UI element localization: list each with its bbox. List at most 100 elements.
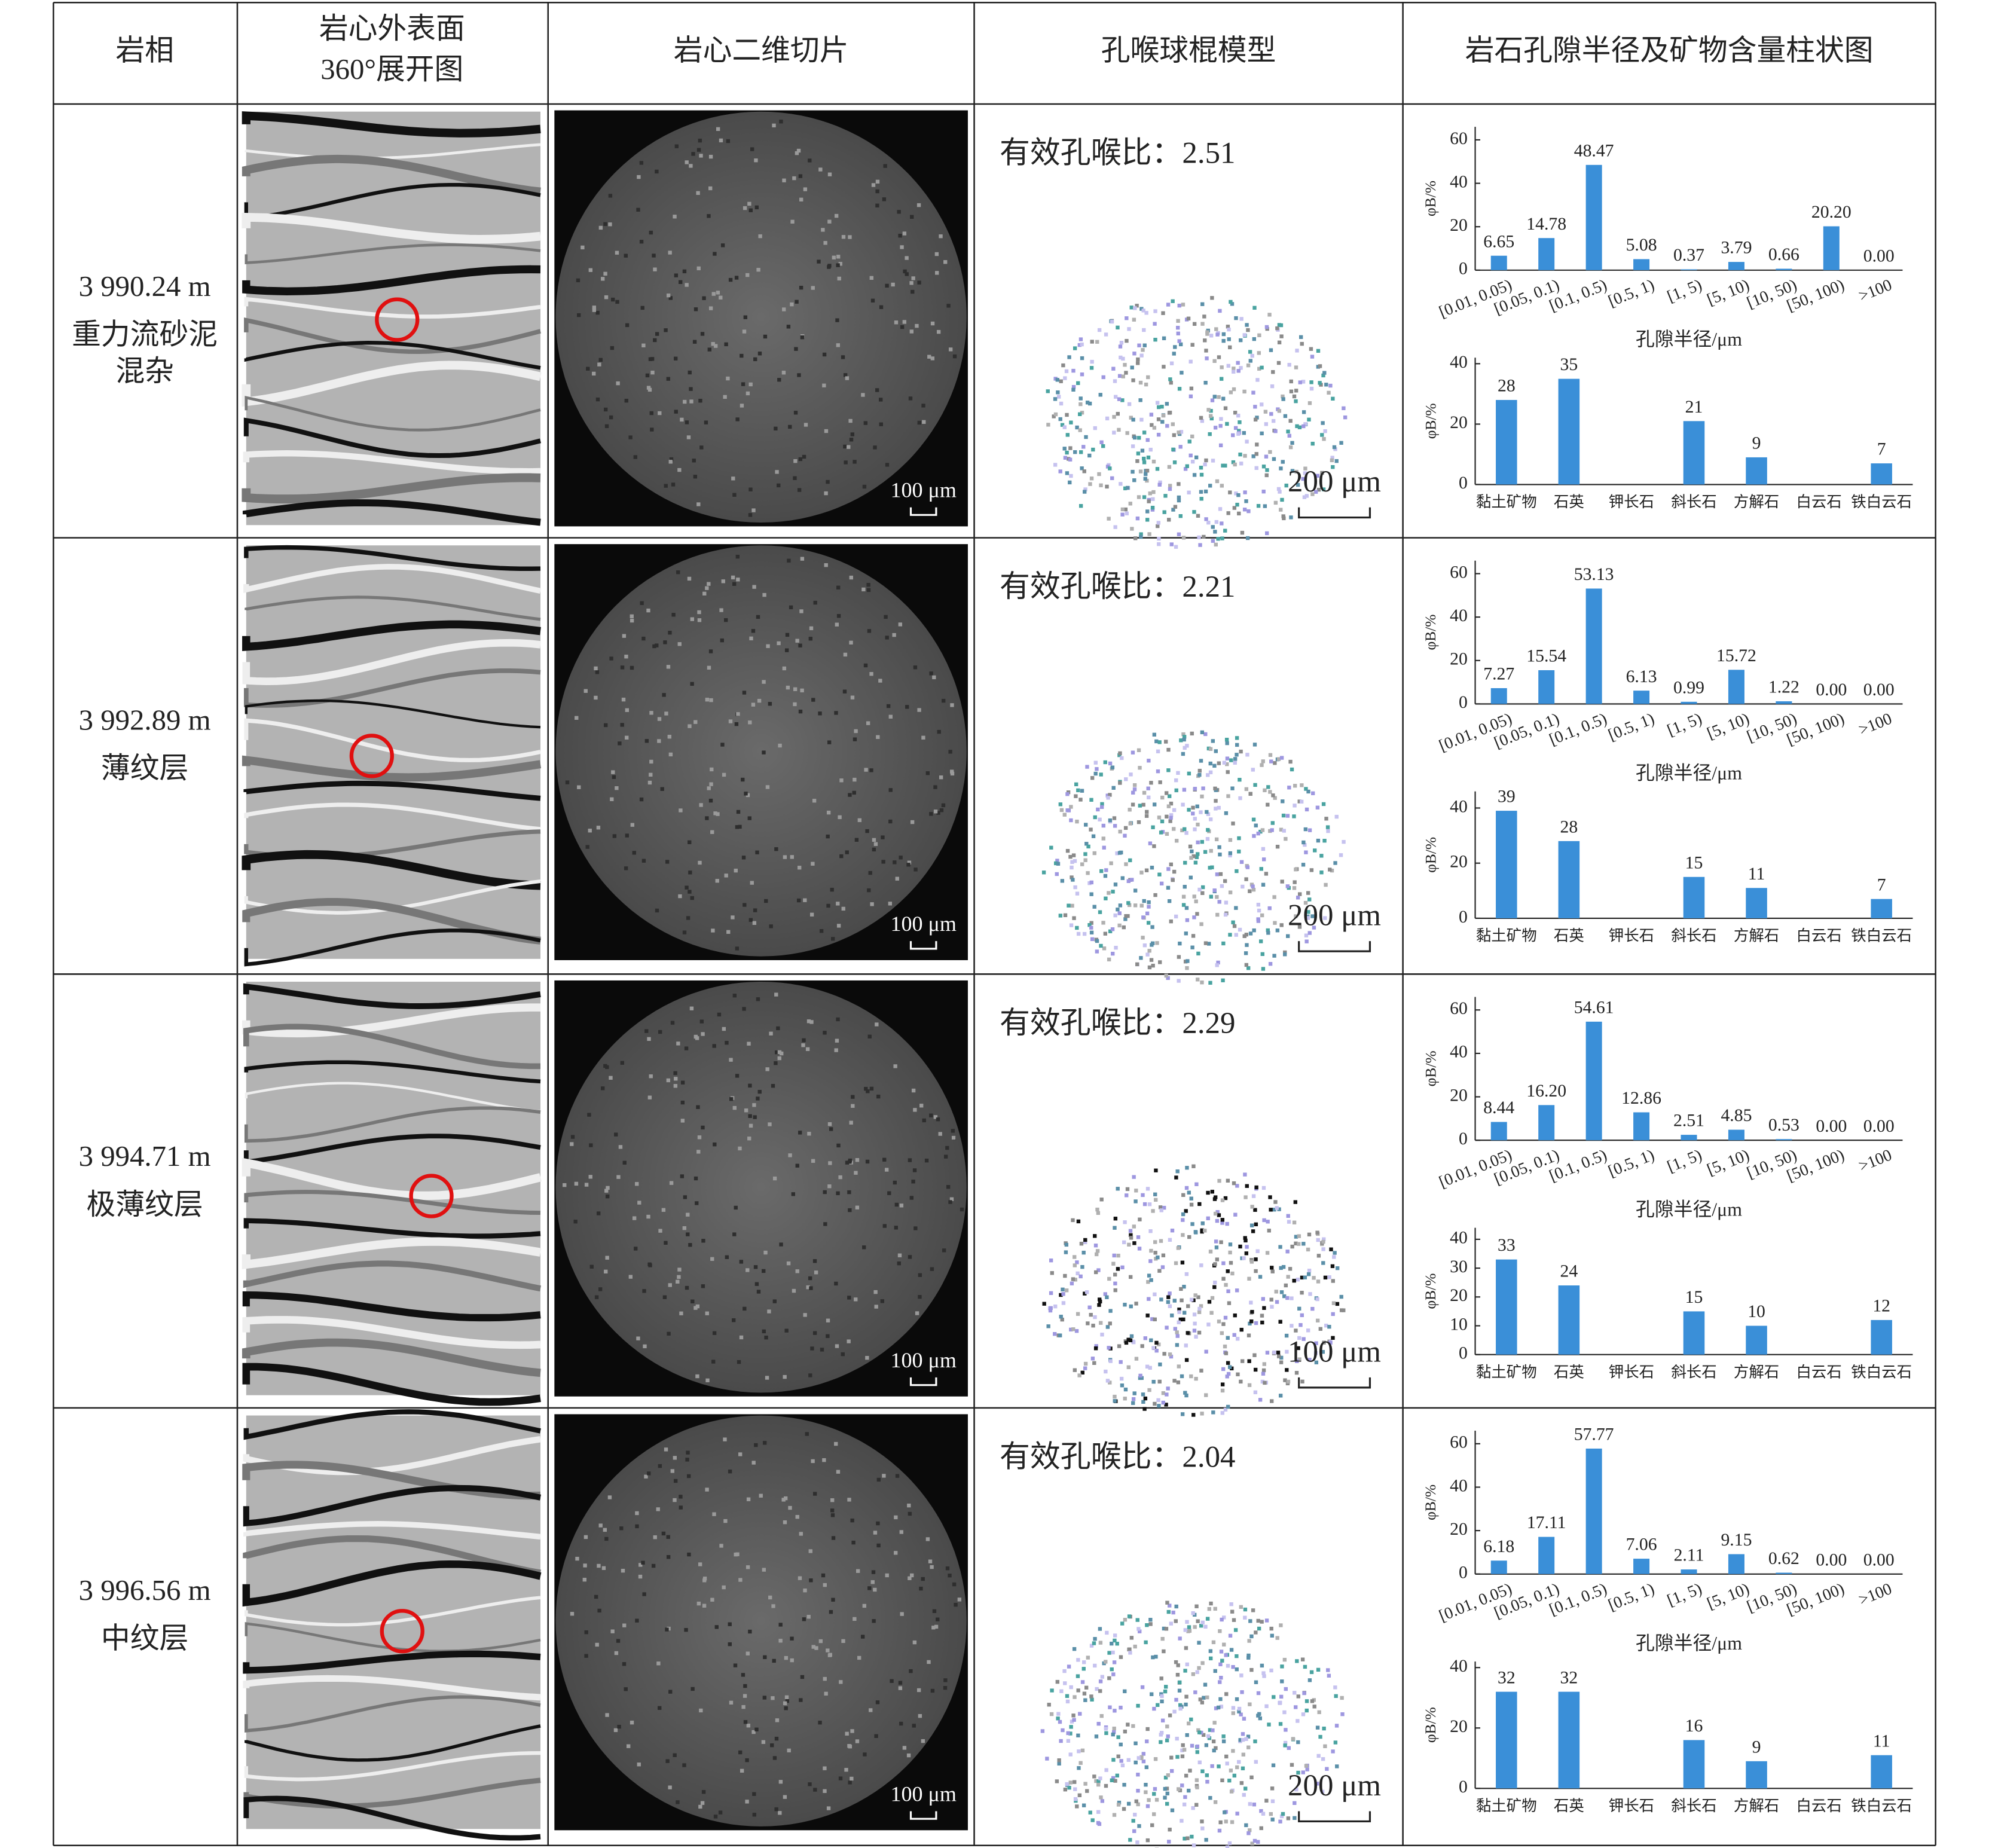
model-pore: [1111, 366, 1116, 371]
model-pore: [1209, 416, 1214, 421]
ct-grain: [753, 357, 757, 362]
ct-grain: [835, 622, 839, 627]
ct-grain: [781, 371, 786, 375]
model-pore: [1151, 825, 1155, 829]
ct-grain: [818, 711, 822, 716]
model-pore: [1245, 439, 1249, 444]
ct-grain: [688, 370, 692, 375]
model-pore: [1243, 1172, 1247, 1177]
model-pore: [1179, 1287, 1183, 1291]
ct-grain: [756, 997, 760, 1001]
model-pore: [1291, 1737, 1296, 1741]
ct-grain: [619, 1526, 624, 1531]
ct-grain: [598, 225, 603, 230]
model-pore: [1218, 853, 1222, 857]
model-pore: [1073, 1787, 1077, 1791]
model-pore: [1261, 847, 1266, 851]
model-pore: [1278, 1722, 1283, 1726]
ct-grain: [692, 340, 697, 344]
model-pore: [1100, 1799, 1105, 1803]
ct-grain: [673, 215, 677, 219]
ct-grain: [854, 838, 859, 842]
model-pore: [1235, 743, 1239, 747]
ct-grain: [708, 649, 713, 653]
model-pore: [1187, 1190, 1191, 1195]
ct-grain: [834, 213, 839, 218]
ct-grain: [855, 1205, 860, 1209]
model-pore: [1153, 1317, 1157, 1322]
model-pore: [1053, 412, 1058, 417]
ct-grain: [873, 1531, 878, 1535]
model-pore: [1165, 1392, 1169, 1397]
x-tick-label: >100: [1856, 709, 1894, 739]
model-pore: [1208, 817, 1213, 821]
model-pore: [1132, 1175, 1136, 1179]
ct-grain: [691, 152, 695, 156]
model-pore: [1165, 1786, 1169, 1791]
ct-grain: [787, 1748, 791, 1753]
bar: [1585, 164, 1602, 270]
model-pore: [1312, 1276, 1316, 1280]
ct-grain: [748, 918, 753, 922]
ct-grain: [713, 1142, 717, 1147]
model-pore: [1135, 361, 1140, 365]
model-pore: [1200, 1769, 1205, 1773]
ct-grain: [960, 1207, 964, 1212]
ct-grain: [735, 946, 740, 951]
core-layer: [243, 1484, 542, 1527]
bar: [1490, 1122, 1507, 1141]
x-axis-label: 孔隙半径/μm: [1636, 329, 1742, 350]
model-pore: [1108, 1309, 1113, 1313]
model-pore: [1211, 739, 1215, 743]
model-pore: [1111, 1650, 1115, 1655]
bar: [1558, 1285, 1580, 1355]
model-pore: [1057, 1761, 1061, 1766]
model-pore: [1221, 1739, 1226, 1743]
model-pore: [1177, 303, 1181, 308]
ct-grain: [796, 148, 801, 153]
model-pore: [1096, 1820, 1101, 1825]
ct-grain: [921, 1577, 925, 1581]
model-pore: [1153, 1192, 1157, 1196]
model-pore: [1105, 465, 1110, 469]
model-pore: [1322, 1340, 1326, 1345]
model-pore: [1248, 889, 1252, 893]
model-pore: [1197, 1760, 1202, 1764]
model-pore: [1160, 1636, 1165, 1641]
model-pore: [1160, 819, 1165, 824]
ct-grain: [762, 1269, 766, 1273]
ct-grain: [683, 399, 687, 404]
model-pore: [1065, 1699, 1070, 1704]
ct-grain: [589, 1143, 593, 1147]
model-pore: [1225, 1221, 1229, 1226]
model-pore: [1098, 393, 1102, 397]
model-pore: [1208, 1250, 1213, 1254]
ct-grain: [748, 513, 753, 517]
ct-grain: [829, 1127, 833, 1131]
model-pore: [1248, 1828, 1252, 1832]
model-pore: [1146, 921, 1151, 925]
model-pore: [1136, 495, 1141, 499]
model-pore: [1243, 454, 1247, 458]
model-pore: [1241, 1732, 1245, 1736]
model-pore: [1307, 1269, 1312, 1273]
y-tick-label: 40: [1450, 1476, 1468, 1495]
model-pore: [1093, 1244, 1098, 1248]
model-pore: [1167, 465, 1172, 469]
model-pore: [1301, 1712, 1306, 1716]
model-pore: [1166, 885, 1171, 890]
model-pore: [1085, 401, 1090, 405]
model-pore: [1124, 777, 1128, 781]
model-pore: [1316, 1754, 1321, 1758]
ct-grain: [871, 1570, 876, 1574]
ct-grain: [753, 1265, 758, 1269]
ct-grain: [682, 1226, 687, 1230]
model-pore: [1283, 1743, 1287, 1748]
model-pore: [1214, 837, 1219, 842]
ct-grain: [898, 622, 903, 627]
ct-grain: [842, 689, 847, 694]
value-label: 1.22: [1768, 678, 1799, 697]
ct-grain: [809, 1020, 814, 1024]
ct-grain: [874, 1734, 878, 1738]
model-pore: [1163, 1795, 1167, 1800]
